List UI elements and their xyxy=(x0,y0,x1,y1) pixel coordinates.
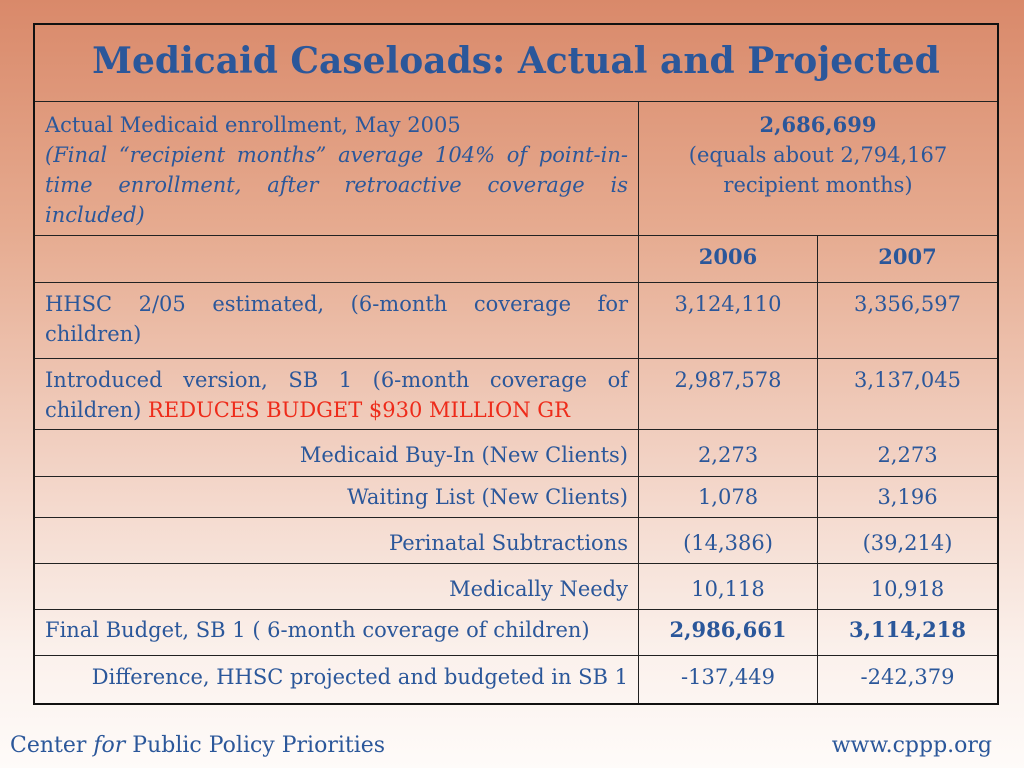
row-medically-needy-2006: 10,118 xyxy=(639,564,818,610)
row-buy-in-2006: 2,273 xyxy=(639,430,818,477)
footer-org-post: Public Policy Priorities xyxy=(125,733,386,758)
row-introduced-2007: 3,137,045 xyxy=(818,359,997,430)
row-label-hhsc-estimated: HHSC 2/05 estimated, (6-month coverage f… xyxy=(35,283,639,359)
budget-reduction-alert: REDUCES BUDGET $930 MILLION GR xyxy=(148,398,570,422)
row-medically-needy-2007: 10,918 xyxy=(818,564,997,610)
row-label-perinatal-subtractions: Perinatal Subtractions xyxy=(35,518,639,564)
table-title: Medicaid Caseloads: Actual and Projected xyxy=(35,25,997,102)
row-label-difference: Difference, HHSC projected and budgeted … xyxy=(35,656,639,703)
introduced-version-label: Introduced version, SB 1 (6-month covera… xyxy=(45,368,628,422)
actual-enrollment-note: (Final “recipient months” average 104% o… xyxy=(45,143,628,227)
row-introduced-2006: 2,987,578 xyxy=(639,359,818,430)
row-hhsc-2006: 3,124,110 xyxy=(639,283,818,359)
footer-org-name: Center for Public Policy Priorities xyxy=(10,733,385,758)
row-label-medicaid-buy-in: Medicaid Buy-In (New Clients) xyxy=(35,430,639,477)
actual-enrollment-cell: Actual Medicaid enrollment, May 2005 (Fi… xyxy=(35,102,639,236)
year-header-2007: 2007 xyxy=(818,236,997,283)
footer-org-for: for xyxy=(93,733,126,758)
caseload-table: Medicaid Caseloads: Actual and Projected… xyxy=(33,23,999,705)
year-header-blank xyxy=(35,236,639,283)
actual-enrollment-value: 2,686,699 xyxy=(759,112,877,137)
actual-enrollment-value-note: (equals about 2,794,167 recipient months… xyxy=(688,143,948,197)
row-difference-2006: -137,449 xyxy=(639,656,818,703)
year-header-2006: 2006 xyxy=(639,236,818,283)
row-buy-in-2007: 2,273 xyxy=(818,430,997,477)
row-label-medically-needy: Medically Needy xyxy=(35,564,639,610)
row-label-introduced-version: Introduced version, SB 1 (6-month covera… xyxy=(35,359,639,430)
footer-url[interactable]: www.cppp.org xyxy=(831,733,992,758)
actual-enrollment-label: Actual Medicaid enrollment, May 2005 xyxy=(45,113,461,137)
row-final-budget-2006: 2,986,661 xyxy=(639,610,818,656)
row-label-waiting-list: Waiting List (New Clients) xyxy=(35,477,639,518)
row-difference-2007: -242,379 xyxy=(860,665,955,689)
row-perinatal-2007: (39,214) xyxy=(818,518,997,564)
row-waiting-list-2006: 1,078 xyxy=(639,477,818,518)
row-label-final-budget: Final Budget, SB 1 ( 6-month coverage of… xyxy=(35,610,639,656)
row-perinatal-2006: (14,386) xyxy=(639,518,818,564)
row-waiting-list-2007: 3,196 xyxy=(818,477,997,518)
actual-enrollment-value-cell: 2,686,699 (equals about 2,794,167 recipi… xyxy=(639,102,997,236)
footer-org-pre: Center xyxy=(10,733,94,758)
row-final-budget-2007: 3,114,218 xyxy=(818,610,997,656)
row-hhsc-2007: 3,356,597 xyxy=(818,283,997,359)
